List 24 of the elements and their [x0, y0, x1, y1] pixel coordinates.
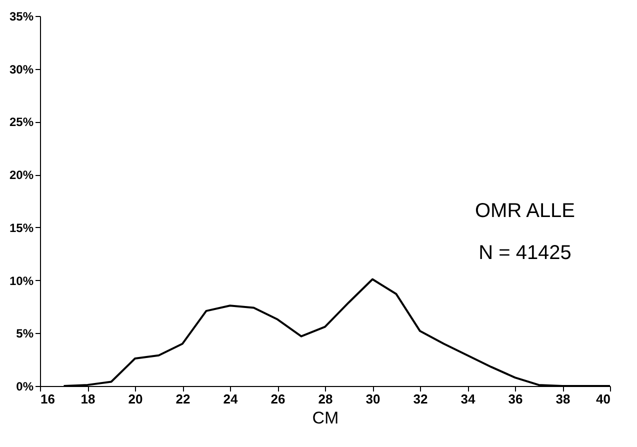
- x-tick-label: 20: [128, 392, 143, 406]
- x-tick-label: 34: [460, 392, 476, 406]
- y-tick-label: 5%: [16, 326, 34, 341]
- annotation: N = 41425: [478, 242, 572, 264]
- y-tick-label: 0%: [16, 380, 34, 394]
- y-tick-label: 15%: [9, 220, 34, 235]
- y-tick-label: 25%: [9, 115, 34, 130]
- x-tick-label: 26: [270, 392, 286, 406]
- x-tick-label: 16: [40, 392, 55, 406]
- x-tick-label: 36: [508, 392, 523, 406]
- y-tick-label: 35%: [9, 10, 34, 24]
- x-tick-label: 28: [318, 392, 333, 406]
- x-tick-label: 30: [366, 392, 380, 406]
- annotation: OMR ALLE: [474, 200, 576, 222]
- y-tick-label: 30%: [9, 62, 34, 76]
- x-tick-label: 24: [223, 392, 238, 406]
- x-axis-title: CM: [312, 408, 339, 428]
- x-tick-label: 32: [413, 392, 428, 406]
- x-tick-label: 18: [80, 392, 96, 406]
- x-tick-label: 22: [176, 392, 190, 406]
- y-tick-label: 20%: [9, 168, 34, 182]
- x-tick-label: 40: [596, 392, 610, 406]
- y-tick-label: 10%: [9, 274, 34, 288]
- x-tick-label: 38: [556, 392, 570, 406]
